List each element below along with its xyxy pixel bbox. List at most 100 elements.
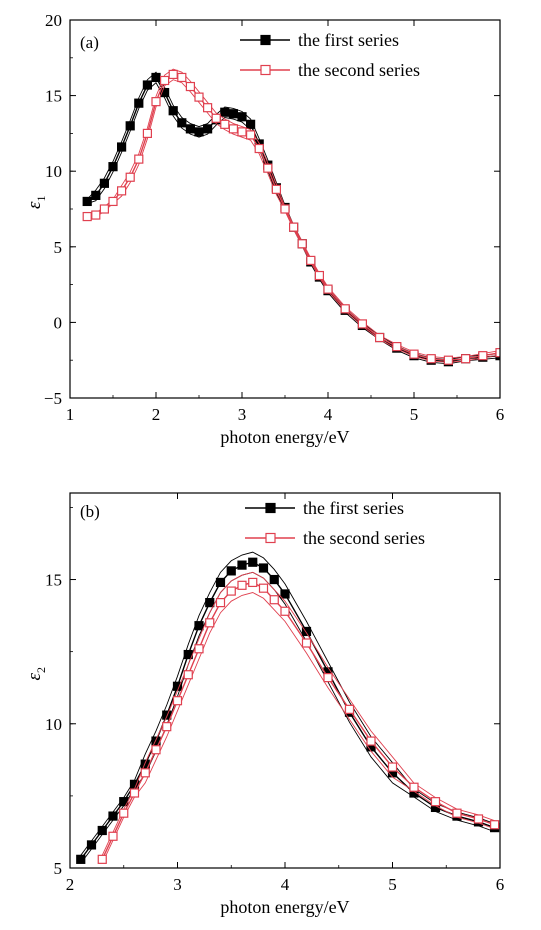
series-2-line xyxy=(87,73,500,361)
x-tick-label: 5 xyxy=(410,405,419,424)
series-1-point xyxy=(237,560,247,570)
series-2-point xyxy=(151,97,161,107)
series-1-point xyxy=(220,107,230,117)
series-2-point xyxy=(203,103,213,113)
x-tick-label: 4 xyxy=(281,875,290,894)
series-1-point xyxy=(76,854,86,864)
y-axis-label-symbol: ε xyxy=(24,673,45,681)
series-2-point xyxy=(392,341,402,352)
y-tick-label: 5 xyxy=(54,238,63,257)
series-2-point xyxy=(142,128,152,138)
series-2-point xyxy=(409,782,419,792)
y-axis-label: ε2 xyxy=(24,667,48,681)
series-1-point xyxy=(116,142,127,152)
legend-label-2: the second series xyxy=(303,528,425,548)
y-axis-label-subscript: 2 xyxy=(34,667,48,673)
series-2-point xyxy=(183,670,193,680)
series-1-point xyxy=(142,80,152,90)
series-1-point xyxy=(97,825,107,836)
series-1-point xyxy=(162,710,172,720)
series-2-point xyxy=(254,143,264,154)
series-2-point xyxy=(194,92,204,102)
series-2-point xyxy=(263,163,273,173)
series-1-point xyxy=(226,566,236,576)
x-tick-label: 6 xyxy=(496,875,505,894)
series-1-point xyxy=(301,626,312,637)
series-1-point xyxy=(177,118,187,128)
series-2 xyxy=(82,68,500,365)
series-2-point xyxy=(162,722,172,732)
series-2-point xyxy=(478,351,488,361)
plot-area xyxy=(82,68,500,367)
series-2-point xyxy=(461,354,471,364)
series-2-point xyxy=(151,745,161,755)
series-1-point xyxy=(160,87,170,98)
y-tick-label: −5 xyxy=(44,389,62,408)
y-axis-label-subscript: 1 xyxy=(34,196,48,202)
series-2-point xyxy=(375,332,385,343)
panel-label: (a) xyxy=(80,33,99,52)
series-1-point xyxy=(280,589,290,599)
series-2-point xyxy=(99,204,110,214)
series-2-point xyxy=(177,72,187,83)
series-2-point xyxy=(323,673,333,683)
series-1-point xyxy=(134,98,144,108)
series-1 xyxy=(82,71,500,367)
series-2-point xyxy=(237,580,247,590)
y-tick-label: 0 xyxy=(54,313,63,332)
series-1-point xyxy=(194,621,204,631)
series-1-point xyxy=(269,574,279,585)
series-2-point xyxy=(97,854,107,864)
series-1-point xyxy=(168,106,178,116)
series-2-point xyxy=(340,304,350,314)
series-2-point xyxy=(297,239,307,249)
series-2 xyxy=(97,571,500,864)
series-2-point xyxy=(314,270,324,281)
x-axis-label: photon energy/eV xyxy=(220,897,349,917)
series-2-point xyxy=(271,184,281,194)
x-tick-label: 5 xyxy=(388,875,397,894)
series-1-point xyxy=(108,162,118,172)
series-1 xyxy=(76,551,500,864)
series-1-line xyxy=(86,71,500,361)
series-1-point xyxy=(185,124,195,134)
series-2-point xyxy=(129,788,140,798)
series-2-line xyxy=(101,571,495,856)
series-2-point xyxy=(82,211,92,222)
series-1-point xyxy=(91,190,101,200)
series-1-point xyxy=(125,121,135,131)
series-2-point xyxy=(289,222,299,232)
x-tick-label: 3 xyxy=(238,405,247,424)
series-2-point xyxy=(237,127,247,137)
x-tick-label: 1 xyxy=(66,405,75,424)
series-2-line xyxy=(101,592,495,864)
y-tick-label: 10 xyxy=(45,715,62,734)
series-1-point xyxy=(108,811,118,821)
series-1-point xyxy=(215,577,226,588)
legend-marker-1 xyxy=(260,34,271,46)
series-2-point xyxy=(134,154,144,164)
y-tick-label: 10 xyxy=(45,162,62,181)
series-2-point xyxy=(220,119,230,129)
series-2-point xyxy=(226,586,236,596)
y-axis-label: ε1 xyxy=(24,196,48,210)
series-1-point xyxy=(248,557,258,567)
series-2-point xyxy=(160,75,170,86)
series-2-point xyxy=(430,797,441,807)
legend-label-1: the first series xyxy=(298,30,399,50)
series-2-point xyxy=(248,577,258,588)
series-2-point xyxy=(280,606,290,616)
series-2-point xyxy=(108,196,118,207)
series-1-point xyxy=(258,563,269,573)
series-2-point xyxy=(172,696,183,706)
y-tick-label: 15 xyxy=(45,87,62,106)
series-2-point xyxy=(366,736,376,746)
legend-marker-2 xyxy=(265,532,276,544)
legend-label-2: the second series xyxy=(298,60,420,80)
series-2-point xyxy=(280,204,290,214)
y-tick-label: 20 xyxy=(45,11,62,30)
series-2-point xyxy=(246,130,256,140)
